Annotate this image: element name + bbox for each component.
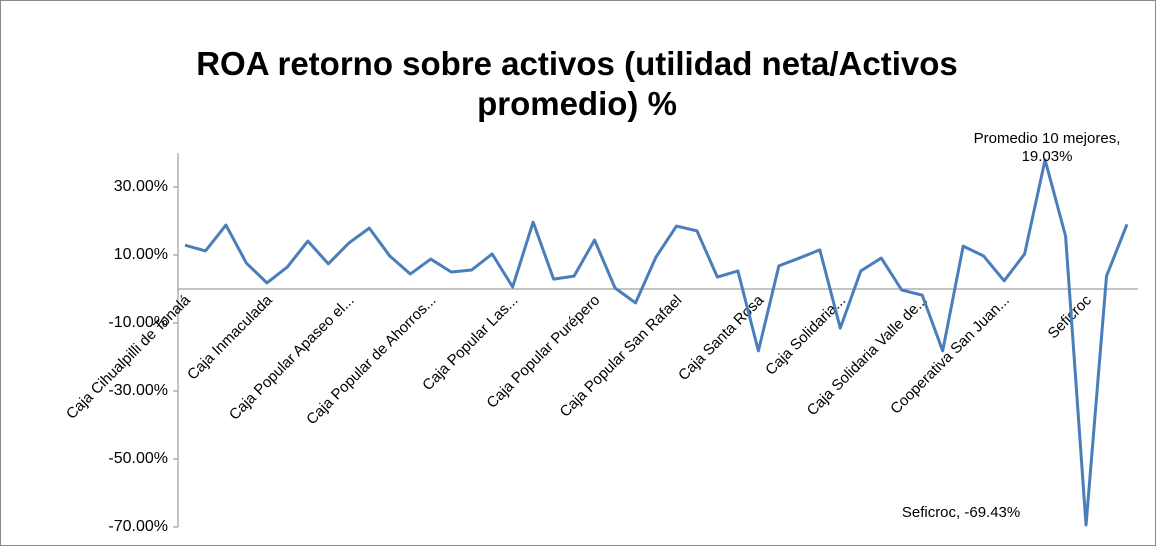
data-label: Seficroc, -69.43% — [902, 504, 1020, 521]
y-tick-label: 10.00% — [114, 246, 168, 263]
chart-title: ROA retorno sobre activos (utilidad neta… — [196, 45, 958, 122]
y-tick-label: -70.00% — [108, 518, 168, 535]
data-line — [184, 158, 1129, 527]
y-tick-label: 30.00% — [114, 178, 168, 195]
y-tick-label: -30.00% — [108, 382, 168, 399]
data-label: Promedio 10 mejores, 19.03% — [974, 130, 1121, 165]
y-tick-label: -10.00% — [108, 314, 168, 331]
y-tick-label: -50.00% — [108, 450, 168, 467]
